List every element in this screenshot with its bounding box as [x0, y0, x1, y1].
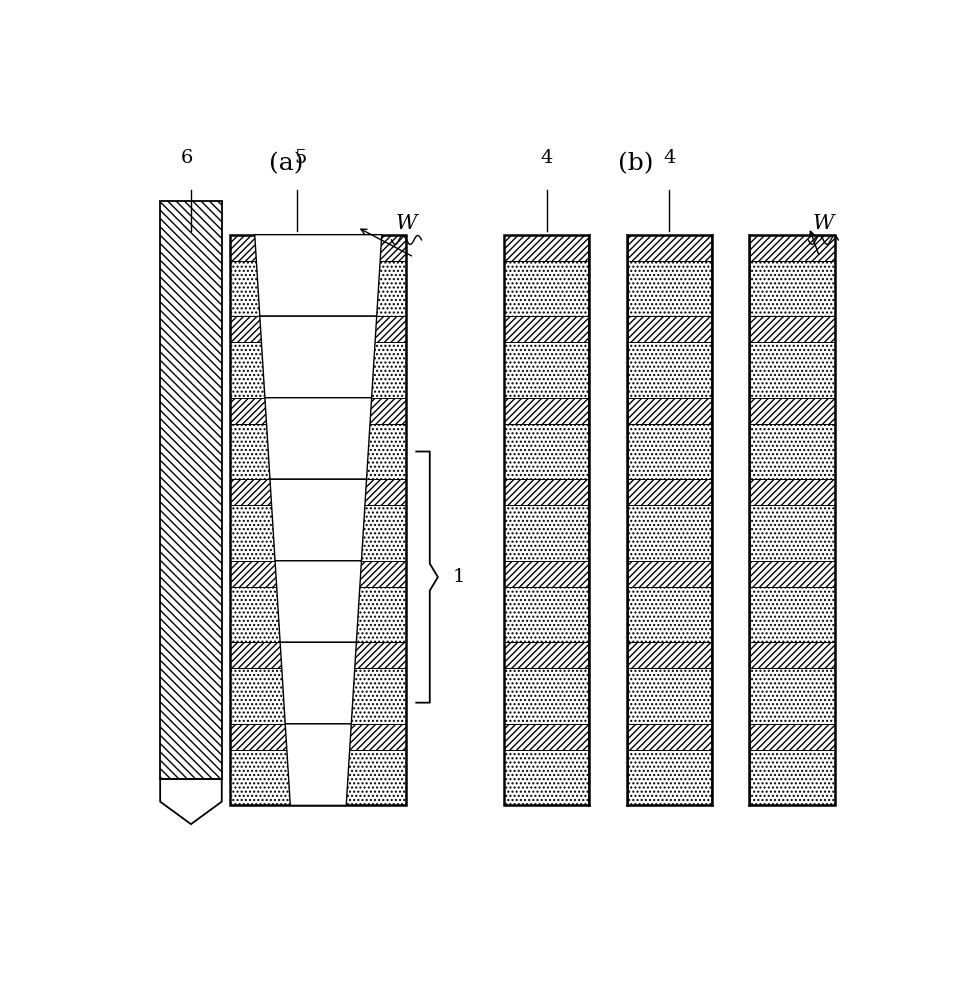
Bar: [230, 642, 407, 668]
Bar: [504, 424, 589, 479]
Bar: [749, 424, 834, 479]
Bar: [230, 316, 407, 342]
Bar: [504, 261, 589, 316]
Bar: [627, 261, 712, 316]
Text: 6: 6: [181, 149, 194, 167]
Bar: [230, 505, 407, 561]
Text: W: W: [395, 214, 418, 233]
Text: 4: 4: [663, 149, 675, 167]
Bar: [504, 342, 589, 398]
Text: 5: 5: [295, 149, 307, 167]
Bar: [627, 342, 712, 398]
Text: 1: 1: [453, 568, 465, 586]
Bar: [749, 479, 834, 505]
Polygon shape: [265, 398, 372, 479]
Bar: [230, 587, 407, 642]
Text: 4: 4: [541, 149, 553, 167]
Bar: [504, 398, 589, 424]
Bar: [749, 316, 834, 342]
Bar: [749, 587, 834, 642]
Bar: [749, 235, 834, 805]
Bar: [230, 235, 407, 261]
Bar: [627, 642, 712, 668]
Bar: [504, 642, 589, 668]
Bar: [504, 587, 589, 642]
Bar: [712, 235, 749, 805]
Polygon shape: [160, 779, 222, 824]
Bar: [230, 750, 407, 805]
Bar: [749, 398, 834, 424]
Bar: [504, 316, 589, 342]
Bar: [504, 724, 589, 750]
Bar: [504, 561, 589, 587]
Bar: [749, 505, 834, 561]
Text: (b): (b): [618, 152, 653, 175]
Polygon shape: [270, 479, 366, 561]
Bar: [627, 561, 712, 587]
Bar: [504, 750, 589, 805]
Bar: [504, 235, 589, 805]
Polygon shape: [275, 561, 361, 642]
Bar: [230, 724, 407, 750]
Bar: [627, 750, 712, 805]
Bar: [230, 561, 407, 587]
Bar: [589, 235, 627, 805]
Bar: [627, 235, 712, 261]
Bar: [749, 668, 834, 724]
Bar: [504, 505, 589, 561]
Bar: [749, 261, 834, 316]
Bar: [230, 235, 407, 805]
Bar: [504, 668, 589, 724]
Bar: [230, 342, 407, 398]
Bar: [749, 342, 834, 398]
Bar: [627, 668, 712, 724]
Bar: [230, 424, 407, 479]
Bar: [627, 505, 712, 561]
Bar: [160, 201, 222, 779]
Bar: [627, 235, 712, 805]
Polygon shape: [280, 642, 357, 724]
Bar: [504, 479, 589, 505]
Bar: [749, 561, 834, 587]
Bar: [627, 587, 712, 642]
Bar: [749, 235, 834, 261]
Polygon shape: [260, 316, 377, 398]
Text: W: W: [813, 214, 834, 233]
Bar: [230, 261, 407, 316]
Bar: [749, 642, 834, 668]
Bar: [749, 724, 834, 750]
Bar: [627, 479, 712, 505]
Polygon shape: [285, 724, 352, 805]
Bar: [230, 479, 407, 505]
Bar: [749, 750, 834, 805]
Bar: [627, 424, 712, 479]
Bar: [230, 668, 407, 724]
Text: (a): (a): [269, 152, 303, 175]
Polygon shape: [255, 235, 382, 316]
Bar: [627, 724, 712, 750]
Bar: [627, 316, 712, 342]
Bar: [504, 235, 589, 261]
Bar: [230, 398, 407, 424]
Bar: [627, 398, 712, 424]
